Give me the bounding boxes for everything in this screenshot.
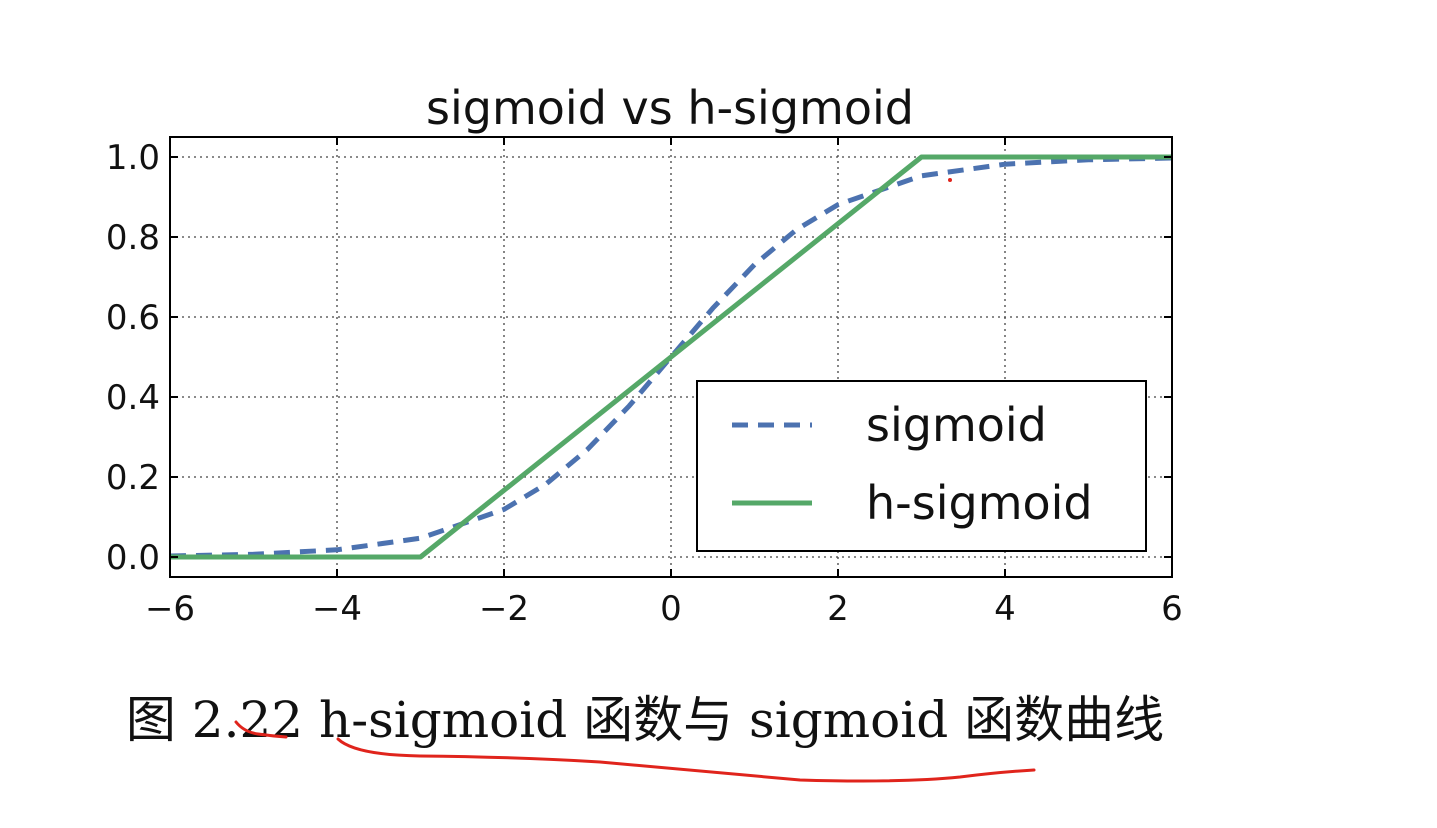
legend-sigmoid-label: sigmoid: [866, 398, 1047, 452]
y-tick-label: 0.4: [106, 378, 160, 418]
y-tick-label: 0.8: [106, 218, 160, 258]
legend-h-sigmoid-label: h-sigmoid: [866, 476, 1093, 530]
legend-box: [696, 380, 1147, 552]
figure-caption: 图 2.22 h-sigmoid 函数与 sigmoid 函数曲线: [126, 691, 1164, 749]
series-layer: [169, 154, 1173, 560]
annotation-underline: [336, 737, 1036, 783]
y-tick-label: 0.0: [106, 538, 160, 578]
x-tick-label: 0: [660, 589, 682, 629]
x-tick-label: −4: [312, 589, 362, 629]
y-tick-label: 1.0: [106, 138, 160, 178]
x-tick-label: 6: [1161, 589, 1183, 629]
y-tick-label: 0.2: [106, 458, 160, 498]
x-tick-label: −6: [145, 589, 195, 629]
handwritten-annotation: [234, 178, 1036, 783]
legend: sigmoid h-sigmoid: [696, 380, 1147, 552]
series-line-sigmoid: [169, 155, 1173, 559]
x-tick-label: 4: [994, 589, 1016, 629]
ticks: −6 −4 −2 0 2 4 6 0.0 0.2 0.4 0.6 0.8 1.0: [106, 137, 1183, 629]
annotation-mark-small: [234, 720, 288, 739]
x-tick-label: −2: [479, 589, 529, 629]
x-tick-label: 2: [827, 589, 849, 629]
annotation-dot: [948, 178, 952, 182]
series-line-h-sigmoid: [170, 154, 1172, 560]
y-tick-label: 0.6: [106, 298, 160, 338]
chart-title: sigmoid vs h-sigmoid: [426, 81, 914, 135]
